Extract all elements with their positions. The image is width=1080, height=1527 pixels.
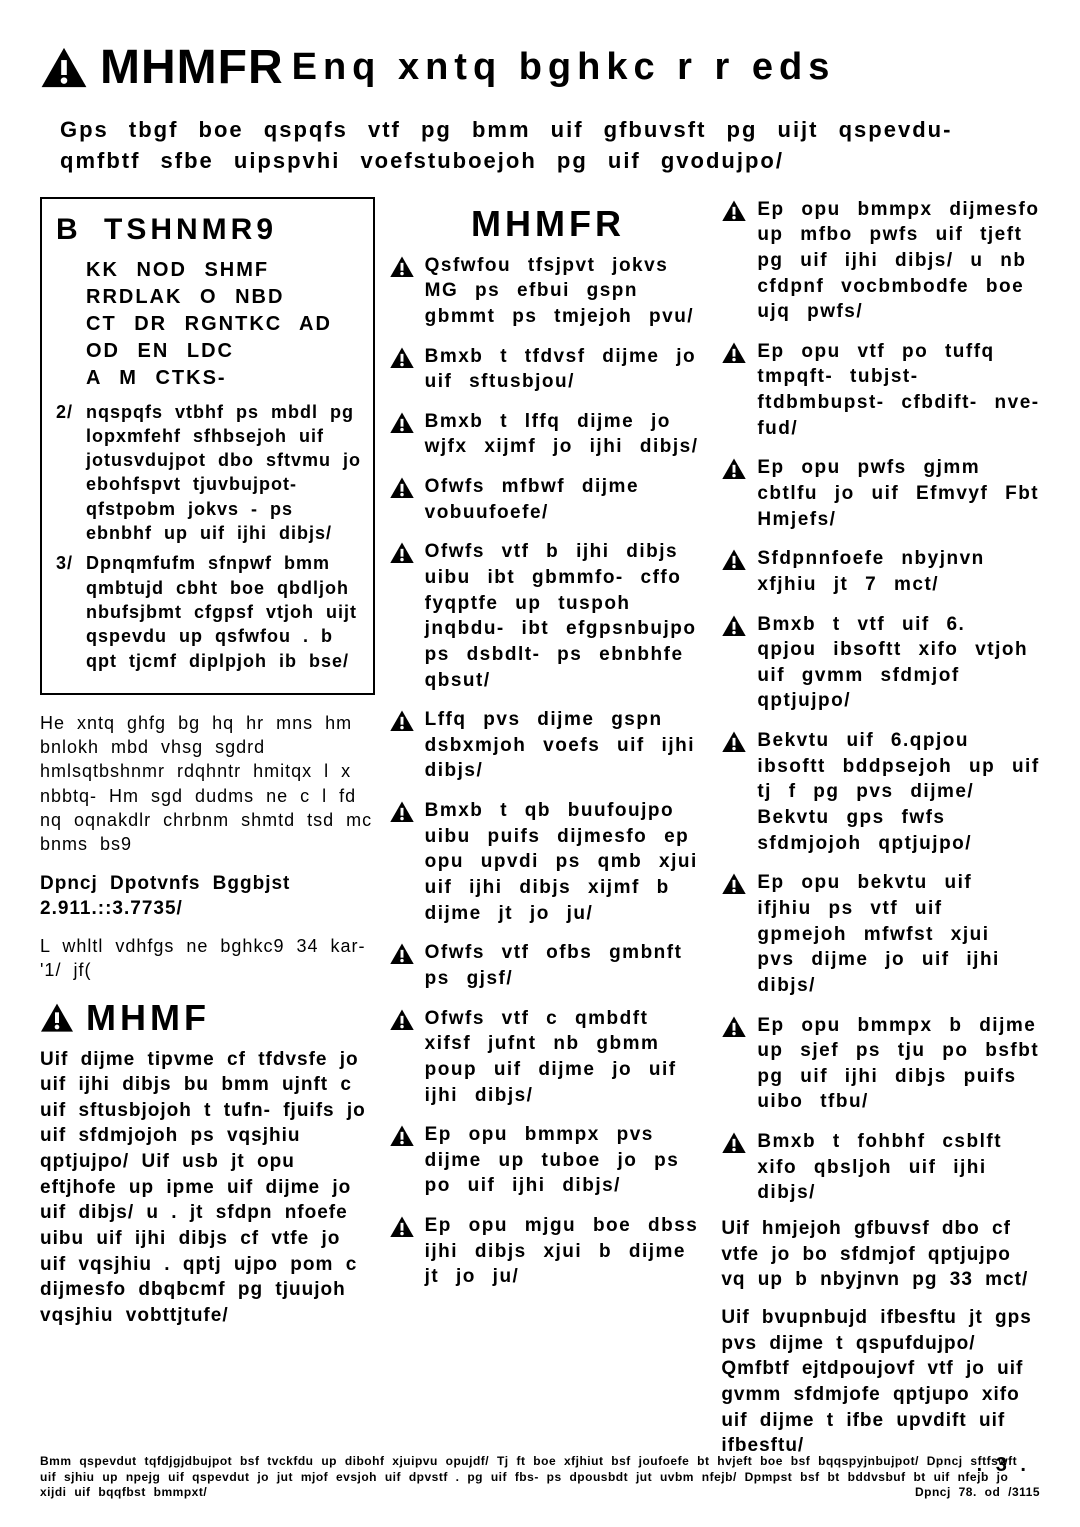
col2-warning-heading: MHMFR bbox=[389, 203, 708, 245]
bullet-c2-5: Ofwfs vtf b ijhi dibjs uibu ibt gbmmfo- … bbox=[425, 539, 708, 693]
footer-text: Bmm qspevdut tqfdjgjdbujpot bsf tvckfdu … bbox=[40, 1454, 1017, 1499]
main-columns: B TSHNMR9 KK NOD SHMF RRDLAK O NBD CT DR… bbox=[40, 197, 1040, 1471]
page-header: MHMFR Enq xntq bghkc r r eds bbox=[40, 40, 1040, 95]
warning-icon bbox=[389, 477, 415, 499]
bullet-c2-3: Bmxb t lffq dijme jo wjfx xijmf jo ijhi … bbox=[425, 409, 708, 460]
bullet-c2-7: Bmxb t qb buufoujpo uibu puifs dijmesfo … bbox=[425, 798, 708, 926]
box-title: B TSHNMR9 bbox=[56, 213, 363, 247]
intro-text: Gps tbgf boe qspqfs vtf pg bmm uif gfbuv… bbox=[60, 115, 1040, 177]
bullet-c2-11: Ep opu mjgu boe dbss ijhi dibjs xjui b d… bbox=[425, 1213, 708, 1290]
bullet-c3-3: Ep opu pwfs gjmm cbtlfu jo uif Efmvyf Fb… bbox=[757, 455, 1040, 532]
column-2: MHMFR Qsfwfou tfsjpvt jokvs MG ps efbui … bbox=[389, 197, 708, 1471]
bullet-c3-1: Ep opu bmmpx dijmesfo up mfbo pwfs uif t… bbox=[757, 197, 1040, 325]
col1-warning-heading: MHMF bbox=[40, 997, 375, 1039]
bullet-c2-2: Bmxb t tfdvsf dijme jo uif sftusbjou/ bbox=[425, 344, 708, 395]
warning-icon bbox=[721, 1132, 747, 1154]
warning-icon bbox=[721, 549, 747, 571]
warning-icon bbox=[721, 615, 747, 637]
bullet-c3-6: Bekvtu uif 6.qpjou ibsoftt bddpsejoh up … bbox=[757, 728, 1040, 856]
warning-icon bbox=[389, 1125, 415, 1147]
list-item-2: Dpnqmfufm sfnpwf bmm qmbtujd cbht boe qb… bbox=[86, 551, 363, 672]
warning-icon bbox=[40, 1003, 74, 1033]
warning-icon bbox=[389, 256, 415, 278]
warning-icon bbox=[721, 458, 747, 480]
warning-icon bbox=[389, 542, 415, 564]
warning-icon bbox=[721, 342, 747, 364]
warning-icon bbox=[389, 710, 415, 732]
list-item-1: nqspqfs vtbhf ps mbdl pg lopxmfehf sfhbs… bbox=[86, 400, 363, 546]
col3-para-2: Uif bvupnbujd ifbesftu jt gps pvs dijme … bbox=[721, 1305, 1040, 1459]
bullet-c3-5: Bmxb t vtf uif 6. qpjou ibsoftt xifo vtj… bbox=[757, 612, 1040, 715]
bullet-c2-10: Ep opu bmmpx pvs dijme up tuboe jo ps po… bbox=[425, 1122, 708, 1199]
column-3: Ep opu bmmpx dijmesfo up mfbo pwfs uif t… bbox=[721, 197, 1040, 1471]
col1-para-2: Dpncj Dpotvnfs Bggbjst 2.911.::3.7735/ bbox=[40, 871, 375, 922]
box-list: 2/ nqspqfs vtbhf ps mbdl pg lopxmfehf sf… bbox=[56, 400, 363, 673]
bullet-c2-9: Ofwfs vtf c qmbdft xifsf jufnt nb gbmm p… bbox=[425, 1006, 708, 1109]
bullet-c3-2: Ep opu vtf po tuffq tmpqft- tubjst- ftdb… bbox=[757, 339, 1040, 442]
col2-warning-title: MHMFR bbox=[471, 203, 625, 245]
col1-warning-title: MHMF bbox=[86, 997, 210, 1039]
warning-icon bbox=[389, 412, 415, 434]
warning-icon bbox=[721, 873, 747, 895]
warning-icon bbox=[389, 1216, 415, 1238]
col1-para-3: L whltl vdhfgs ne bghkc9 34 kar- '1/ jf( bbox=[40, 934, 375, 983]
header-subtitle: Enq xntq bghkc r r eds bbox=[292, 46, 836, 89]
page-number: . 3 . bbox=[977, 1454, 1030, 1477]
box-heading-lines: KK NOD SHMF RRDLAK O NBD CT DR RGNTKC AD… bbox=[86, 257, 363, 392]
bullet-c3-9: Bmxb t fohbhf csblft xifo qbsljoh uif ij… bbox=[757, 1129, 1040, 1206]
warning-icon bbox=[721, 200, 747, 222]
bullet-c2-1: Qsfwfou tfsjpvt jokvs MG ps efbui gspn g… bbox=[425, 253, 708, 330]
bullet-c3-8: Ep opu bmmpx b dijme up sjef ps tju po b… bbox=[757, 1013, 1040, 1116]
col3-para-1: Uif hmjejoh gfbuvsf dbo cf vtfe jo bo sf… bbox=[721, 1216, 1040, 1293]
warning-icon bbox=[389, 943, 415, 965]
bullet-c3-4: Sfdpnnfoefe nbyjnvn xfjhiu jt 7 mct/ bbox=[757, 546, 1040, 597]
list-number-1: 2/ bbox=[56, 400, 86, 546]
footer-right: Dpncj 78. od /3115 bbox=[915, 1485, 1040, 1501]
col1-para-4: Uif dijme tipvme cf tfdvsfe jo uif ijhi … bbox=[40, 1047, 375, 1329]
warning-icon bbox=[389, 1009, 415, 1031]
bullet-c2-6: Lffq pvs dijme gspn dsbxmjoh voefs uif i… bbox=[425, 707, 708, 784]
list-number-2: 3/ bbox=[56, 551, 86, 672]
warning-icon bbox=[389, 347, 415, 369]
warning-icon bbox=[721, 1016, 747, 1038]
header-title: MHMFR bbox=[100, 40, 284, 95]
footer: Bmm qspevdut tqfdjgjdbujpot bsf tvckfdu … bbox=[40, 1454, 1040, 1501]
warning-icon bbox=[721, 731, 747, 753]
col1-para-1: He xntq ghfg bg hq hr mns hm bnlokh mbd … bbox=[40, 711, 375, 857]
warning-icon bbox=[40, 47, 88, 89]
warning-icon bbox=[389, 801, 415, 823]
bullet-c2-4: Ofwfs mfbwf dijme vobuufoefe/ bbox=[425, 474, 708, 525]
bullet-c2-8: Ofwfs vtf ofbs gmbnft ps gjsf/ bbox=[425, 940, 708, 991]
warnings-box: B TSHNMR9 KK NOD SHMF RRDLAK O NBD CT DR… bbox=[40, 197, 375, 695]
column-1: B TSHNMR9 KK NOD SHMF RRDLAK O NBD CT DR… bbox=[40, 197, 375, 1471]
bullet-c3-7: Ep opu bekvtu uif ifjhiu ps vtf uif gpme… bbox=[757, 870, 1040, 998]
